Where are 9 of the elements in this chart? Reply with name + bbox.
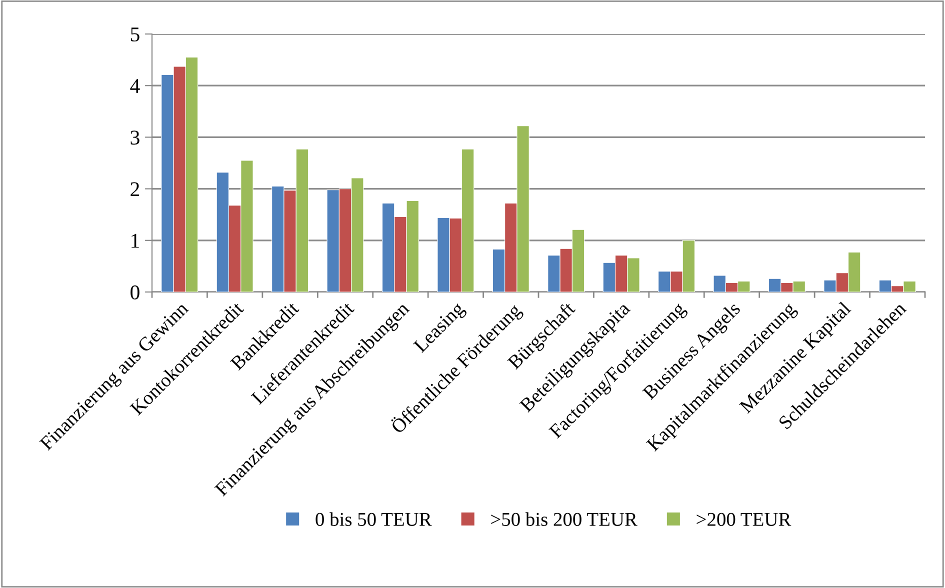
y-tick-label: 2 [130, 182, 140, 196]
legend-label: >200 TEUR [696, 512, 792, 526]
y-tick-label: 0 [130, 285, 140, 300]
y-tick-label: 3 [130, 130, 140, 145]
legend-label: >50 bis 200 TEUR [491, 512, 638, 526]
y-tick-label: 4 [130, 79, 140, 93]
y-tick-label: 1 [132, 234, 139, 248]
legend-label: 0 bis 50 TEUR [316, 512, 432, 526]
y-tick-label: 5 [130, 28, 140, 42]
